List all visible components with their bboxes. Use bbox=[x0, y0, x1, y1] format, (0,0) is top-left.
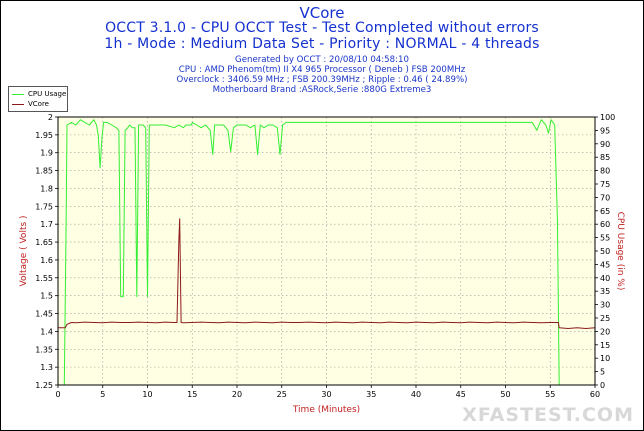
y2-tick-label: 95 bbox=[600, 126, 610, 135]
series-line-cpu-usage bbox=[58, 119, 595, 386]
x-tick-label: 20 bbox=[232, 390, 242, 399]
plot-border bbox=[57, 116, 596, 386]
y-tick-label: 1.9 bbox=[40, 149, 53, 158]
y-tick-label: 1.7 bbox=[40, 220, 53, 229]
y2-axis-label: CPU Usage (in %) bbox=[615, 212, 625, 291]
y-tick-label: 1.6 bbox=[40, 256, 53, 265]
series-lines bbox=[58, 119, 596, 386]
x-tick-label: 60 bbox=[590, 390, 600, 399]
y2-tick-label: 0 bbox=[600, 381, 605, 390]
y2-tick-label: 45 bbox=[600, 260, 610, 269]
y2-tick-label: 55 bbox=[600, 234, 610, 243]
y-tick-label: 1.25 bbox=[35, 381, 53, 390]
y2-tick-label: 65 bbox=[600, 207, 610, 216]
x-tick-label: 45 bbox=[456, 390, 466, 399]
y-tick-label: 2 bbox=[48, 113, 53, 122]
y-tick-label: 1.3 bbox=[40, 363, 53, 372]
chart-title: VCore bbox=[299, 4, 345, 22]
x-tick-label: 0 bbox=[55, 390, 60, 399]
y2-tick-label: 90 bbox=[600, 140, 610, 149]
legend-item-vcore: VCore bbox=[12, 99, 49, 109]
y2-tick-label: 5 bbox=[600, 368, 605, 377]
y-tick-label: 1.85 bbox=[35, 167, 53, 176]
y2-tick-label: 60 bbox=[600, 220, 610, 229]
y-axis-ticks: 1.25 1.3 1.35 1.4 1.45 1.5 1.55 1.6 1.65 1.7 1.75 1… bbox=[35, 113, 58, 390]
y2-tick-label: 85 bbox=[600, 153, 610, 162]
info-cpu: CPU : AMD Phenom(tm) II X4 965 Processor… bbox=[178, 65, 466, 75]
y2-tick-label: 75 bbox=[600, 180, 610, 189]
y-tick-label: 1.95 bbox=[35, 131, 53, 140]
x-tick-label: 55 bbox=[545, 390, 555, 399]
y2-tick-label: 15 bbox=[600, 341, 610, 350]
y-axis-label: Voltage ( Volts ) bbox=[19, 215, 29, 286]
x-tick-label: 5 bbox=[100, 390, 105, 399]
y2-tick-label: 25 bbox=[600, 314, 610, 323]
info-motherboard: Motherboard Brand :ASRock,Serie :880G Ex… bbox=[212, 85, 432, 95]
y-tick-label: 1.75 bbox=[35, 202, 53, 211]
x-tick-label: 25 bbox=[277, 390, 287, 399]
y2-axis-ticks: 0 5 10 15 20 25 30 35 40 45 50 55 60 65 70 75 80 85 90 95 10… bbox=[595, 113, 615, 390]
legend-item-cpu-usage: CPU Usage bbox=[12, 89, 66, 99]
x-tick-label: 15 bbox=[187, 390, 197, 399]
y2-tick-label: 30 bbox=[600, 301, 610, 310]
y2-tick-label: 80 bbox=[600, 167, 610, 176]
chart-subtitle-2: 1h - Mode : Medium Data Set - Priority :… bbox=[104, 36, 540, 52]
y-tick-label: 1.35 bbox=[35, 345, 53, 354]
y-tick-label: 1.4 bbox=[40, 327, 53, 336]
legend-swatch bbox=[12, 93, 24, 95]
x-axis-label: Time (Minutes) bbox=[292, 405, 360, 415]
watermark: XFASTEST.COM bbox=[462, 404, 634, 426]
x-axis-ticks: 0 5 10 15 20 25 30 35 40 45 50 55 60 bbox=[55, 385, 600, 399]
legend-swatch bbox=[12, 103, 24, 105]
info-generated: Generated by OCCT : 20/08/10 04:58:10 bbox=[235, 55, 409, 65]
info-overclock: Overclock : 3406.59 MHz ; FSB 200.39MHz … bbox=[176, 75, 468, 85]
y-tick-label: 1.65 bbox=[35, 238, 53, 247]
y-tick-label: 1.45 bbox=[35, 310, 53, 319]
x-tick-label: 30 bbox=[321, 390, 331, 399]
y2-tick-label: 20 bbox=[600, 327, 610, 336]
y2-tick-label: 100 bbox=[600, 113, 615, 122]
y2-tick-label: 70 bbox=[600, 193, 610, 202]
y-tick-label: 1.8 bbox=[40, 184, 53, 193]
x-tick-label: 50 bbox=[500, 390, 510, 399]
y2-tick-label: 50 bbox=[600, 247, 610, 256]
series-line-vcore bbox=[58, 218, 596, 329]
y2-tick-label: 35 bbox=[600, 287, 610, 296]
legend-label: VCore bbox=[28, 100, 49, 108]
x-tick-label: 35 bbox=[366, 390, 376, 399]
legend: CPU Usage VCore bbox=[8, 86, 68, 112]
x-tick-label: 10 bbox=[142, 390, 152, 399]
x-tick-label: 40 bbox=[411, 390, 421, 399]
y-tick-label: 1.55 bbox=[35, 274, 53, 283]
y-tick-label: 1.5 bbox=[40, 292, 53, 301]
y2-tick-label: 10 bbox=[600, 354, 610, 363]
y2-tick-label: 40 bbox=[600, 274, 610, 283]
chart-subtitle-1: OCCT 3.1.0 - CPU OCCT Test - Test Comple… bbox=[105, 20, 539, 36]
legend-label: CPU Usage bbox=[28, 90, 67, 98]
